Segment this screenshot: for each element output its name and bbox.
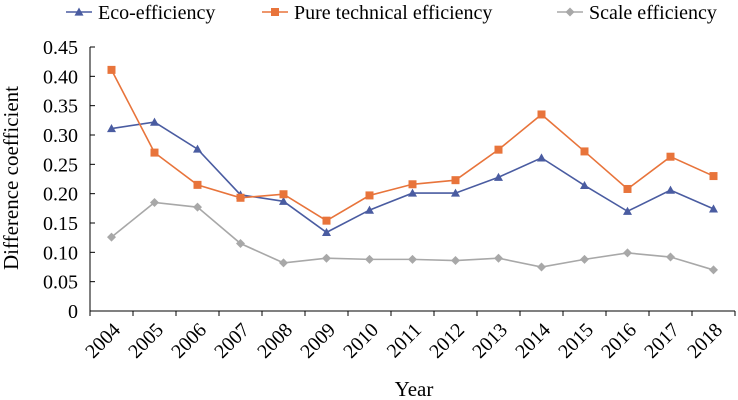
x-tick-label: 2014 [511,319,555,363]
data-point [279,190,288,199]
y-tick-label: 0.20 [43,184,78,206]
legend-label: Eco-efficiency [98,2,215,24]
data-point [494,172,503,181]
legend-item: Scale efficiency [557,2,717,24]
x-tick-label: 2013 [468,319,512,363]
data-point [193,202,202,212]
y-axis-title: Difference coefficient [0,86,23,270]
data-point [365,254,374,264]
data-point [365,191,374,200]
data-point [322,227,331,236]
data-point [537,110,546,119]
y-tick-label: 0.35 [43,96,78,118]
data-point [279,258,288,268]
data-point [537,262,546,272]
data-point [408,188,417,197]
y-tick-label: 0.40 [43,66,78,88]
legend-marker [565,7,575,17]
data-point [193,180,202,189]
legend-item: Eco-efficiency [66,2,215,24]
x-tick-label: 2005 [124,319,168,363]
axes: 0 0.05 0.10 0.15 0.20 0.25 0.30 0.35 0.40 0.45 200… [43,37,736,363]
x-tick-label: 2011 [383,319,426,362]
data-point [150,197,159,207]
series-pure-technical-efficiency [107,65,718,225]
x-tick-label: 2015 [554,319,598,363]
legend: Eco-efficiency Pure technical efficiency S… [66,2,717,24]
x-axis-title: Year [395,377,434,400]
y-tick-label: 0.25 [43,154,78,176]
data-point [709,204,718,213]
series-line [110,69,714,222]
x-tick-label: 2017 [640,319,684,363]
data-point [623,248,632,258]
data-point [494,253,503,263]
x-tick-label: 2012 [425,319,469,363]
series-eco-efficiency [107,117,718,236]
x-tick-label: 2006 [167,319,211,363]
y-tick-label: 0.05 [43,272,78,294]
y-tick-label: 0.30 [43,125,78,147]
data-point [537,153,546,162]
data-point [408,254,417,264]
legend-label: Scale efficiency [589,2,717,24]
x-tick-label: 2009 [296,319,340,363]
data-point [107,124,116,133]
data-point [580,254,589,264]
data-point [236,239,245,249]
data-point [494,145,503,154]
legend-label: Pure technical efficiency [294,2,492,24]
data-point [150,117,159,126]
data-point [322,216,331,225]
x-tick-label: 2010 [339,319,383,363]
data-point [623,206,632,215]
data-point [580,147,589,156]
data-point [623,184,632,193]
data-point [107,232,116,242]
data-point [451,176,460,185]
series-scale-efficiency [107,197,718,275]
data-point [666,152,675,161]
data-point [666,185,675,194]
series-layer [107,65,718,275]
series-line [111,121,714,234]
data-point [709,265,718,275]
x-tick-label: 2004 [81,319,125,363]
data-point [193,144,202,153]
data-point [451,256,460,266]
data-point [150,148,159,157]
legend-marker [74,7,84,16]
x-tick-label: 2018 [683,319,727,363]
y-tick-label: 0.45 [43,37,78,59]
legend-item: Pure technical efficiency [262,2,492,24]
data-point [709,172,718,181]
x-tick-label: 2016 [597,319,641,363]
data-point [408,180,417,189]
data-point [236,193,245,202]
legend-marker [271,8,279,16]
data-point [322,253,331,263]
y-tick-label: 0.10 [43,242,78,264]
data-point [107,65,116,74]
x-tick-label: 2008 [253,319,297,363]
x-tick-label: 2007 [210,319,254,363]
data-point [451,188,460,197]
y-tick-label: 0.15 [43,213,78,235]
y-tick-label: 0 [68,301,78,323]
data-point [666,252,675,262]
data-point [365,205,374,214]
data-point [279,196,288,205]
data-point [580,180,589,190]
